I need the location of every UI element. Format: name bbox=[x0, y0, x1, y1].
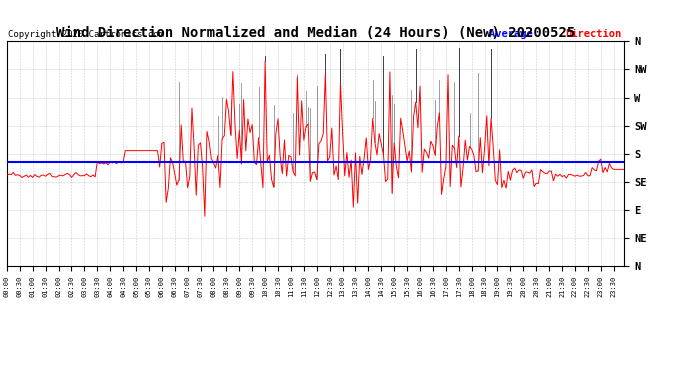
Text: Direction: Direction bbox=[565, 29, 622, 39]
Text: Average: Average bbox=[489, 29, 539, 39]
Text: Copyright 2020 Cartronics.com: Copyright 2020 Cartronics.com bbox=[8, 30, 164, 39]
Title: Wind Direction Normalized and Median (24 Hours) (New) 20200525: Wind Direction Normalized and Median (24… bbox=[56, 26, 575, 40]
